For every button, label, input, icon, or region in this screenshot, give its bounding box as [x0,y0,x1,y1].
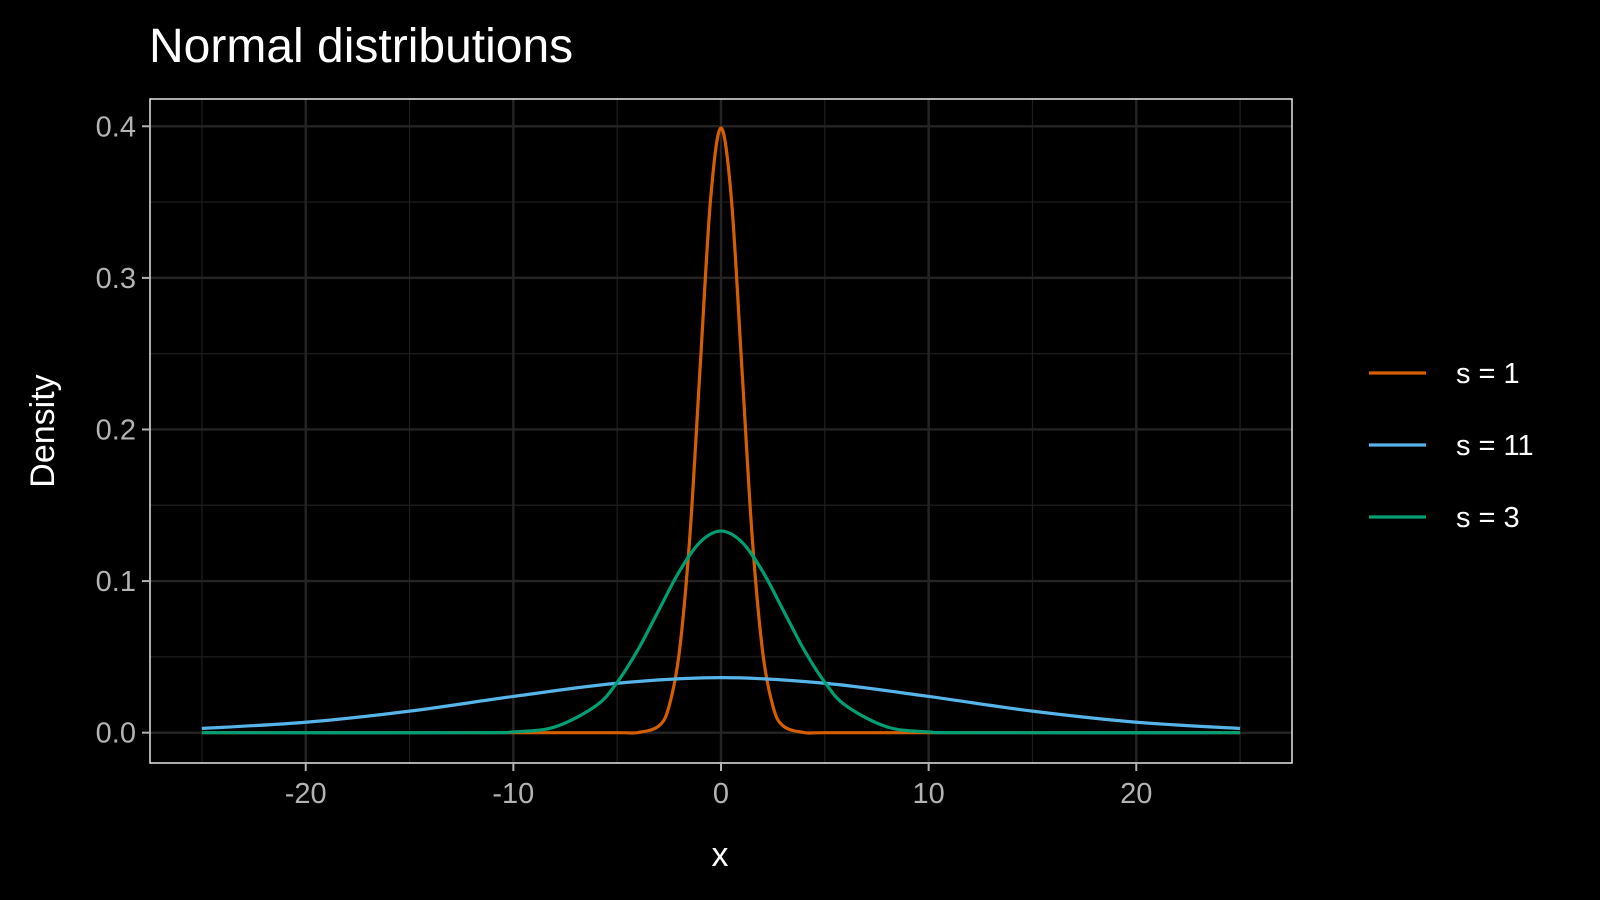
legend-label: s = 11 [1456,430,1534,462]
series-line-s-1 [201,126,1241,735]
y-tick-label: 0.3 [96,263,136,295]
series-lines [201,126,1241,735]
legend: s = 1 s = 11 s = 3 [1369,358,1534,534]
grid [150,99,1292,763]
x-axis-title: x [712,836,729,874]
series-line-s-3 [201,529,1241,735]
y-axis-title: Density [24,374,62,487]
legend-label: s = 1 [1456,358,1520,390]
y-tick-label: 0.0 [96,718,136,750]
x-tick-label: 0 [713,778,729,810]
chart-title: Normal distributions [149,20,573,73]
y-tick-label: 0.1 [96,566,136,598]
axis-ticks: -20 -10 0 10 20 0.0 0.1 0.2 0.3 0.4 [96,111,1153,810]
x-tick-label: 20 [1120,778,1152,810]
y-tick-label: 0.4 [96,111,136,143]
y-tick-label: 0.2 [96,414,136,446]
x-tick-label: -20 [285,778,327,810]
legend-label: s = 3 [1456,502,1520,534]
series-line-s-11 [201,676,1241,731]
x-tick-label: 10 [913,778,945,810]
x-tick-label: -10 [492,778,534,810]
